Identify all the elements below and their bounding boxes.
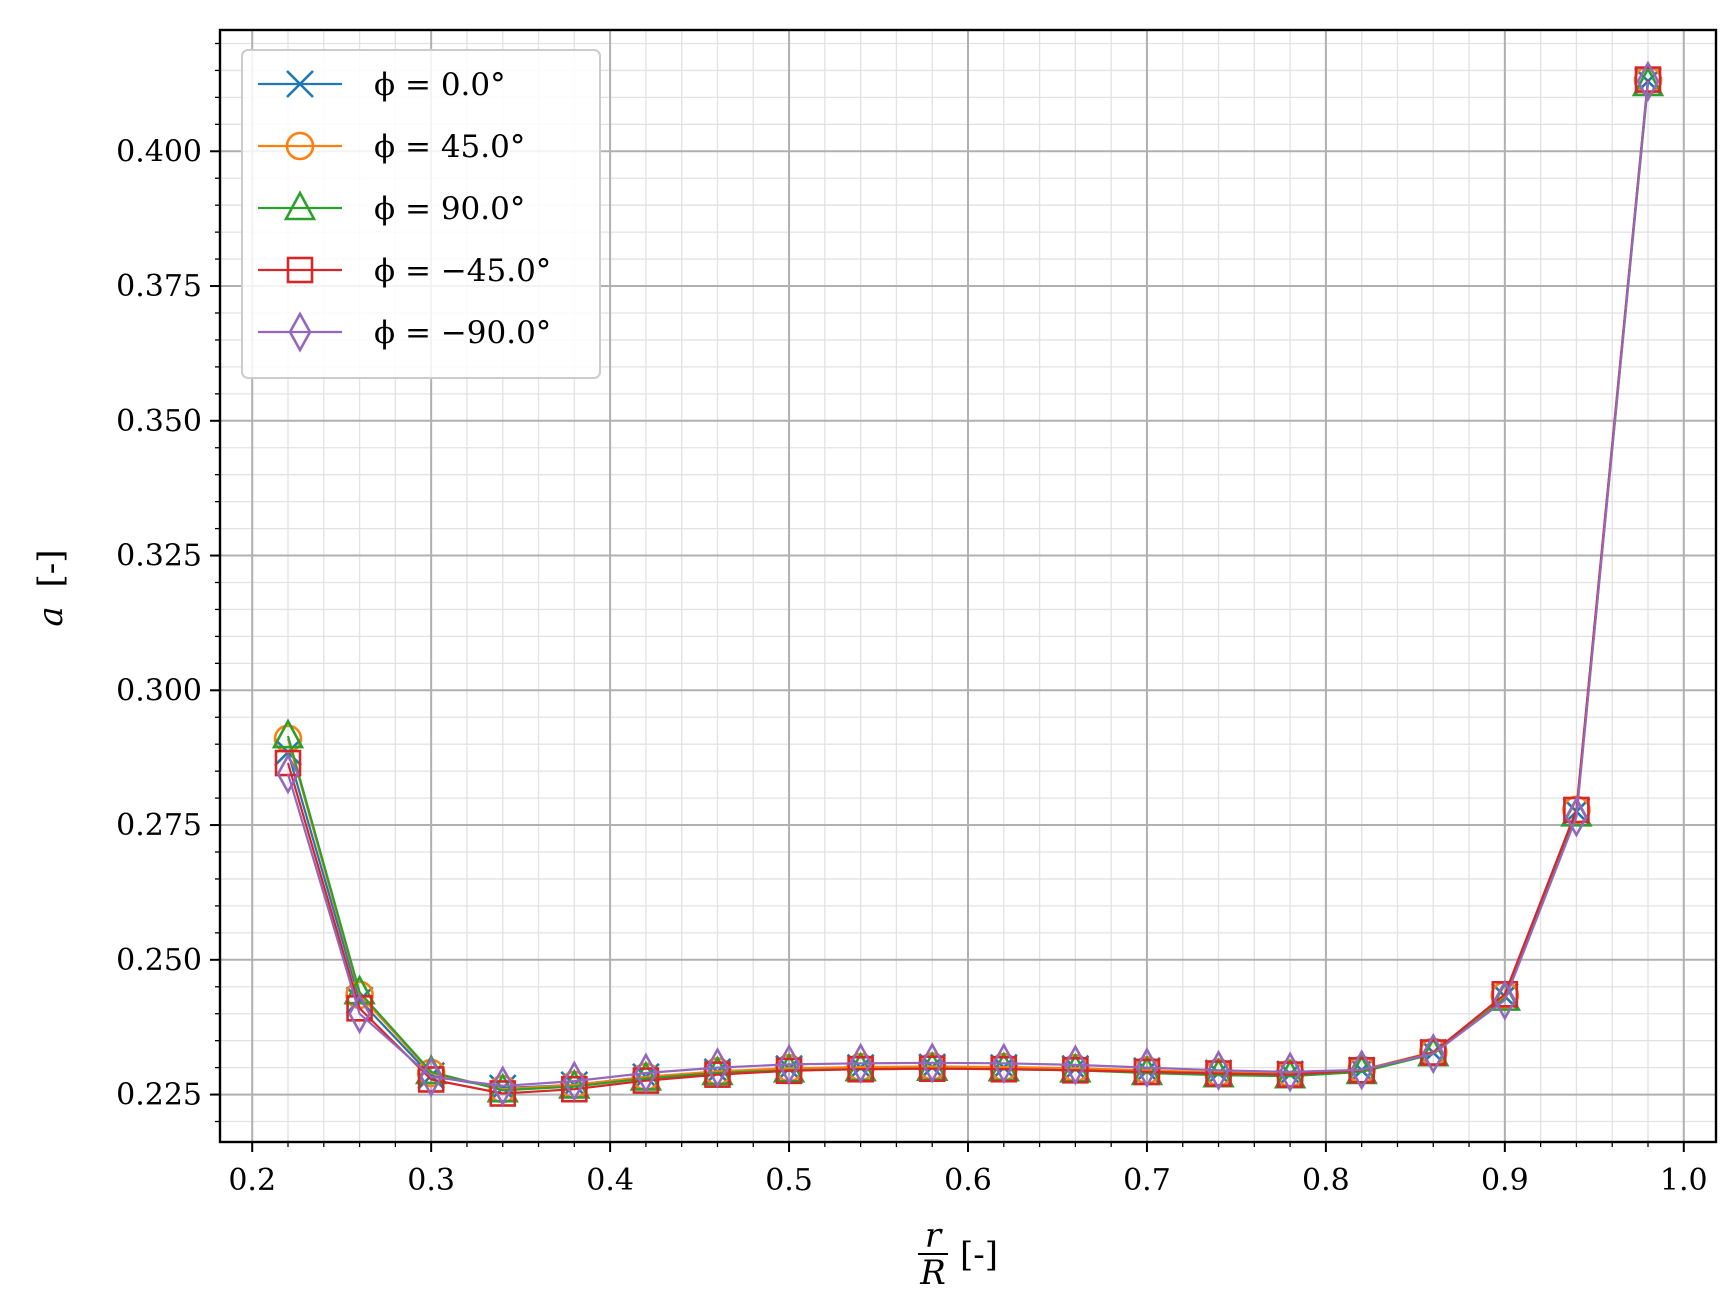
data-point-diamond xyxy=(1135,1046,1159,1089)
series-line xyxy=(286,81,1650,1088)
legend-label: ϕ = −90.0° xyxy=(374,315,551,351)
data-point-diamond xyxy=(705,1046,729,1089)
y-axis-label-unit: [-] xyxy=(31,549,71,587)
data-point-diamond xyxy=(491,1065,515,1107)
data-point-diamond xyxy=(849,1042,873,1084)
data-point-triangle xyxy=(271,718,305,749)
data-point-diamond xyxy=(1278,1051,1302,1093)
data-point-square xyxy=(1205,1060,1232,1087)
legend-marker-triangle xyxy=(283,190,317,221)
x-tick-label: 0.2 xyxy=(228,1163,276,1198)
x-tick-label: 0.4 xyxy=(586,1163,634,1198)
legend-entry-0: ϕ = 0.0° xyxy=(258,67,506,103)
data-point-diamond xyxy=(1421,1032,1445,1075)
legend-label: ϕ = −45.0° xyxy=(374,253,551,289)
legend-entry-2: ϕ = 90.0° xyxy=(258,190,525,227)
tick-marks-and-labels: 0.2 0.3 0.4 0.5 0.6 0.7 0.8 0.9 1.0 0.225 0.250 0.2… xyxy=(116,42,1708,1198)
legend-box xyxy=(241,49,601,379)
x-axis-label-denominator: R xyxy=(919,1253,946,1293)
y-axis-label-variable: a xyxy=(31,606,71,626)
y-axis-label: a [-] xyxy=(31,549,71,626)
data-point-diamond xyxy=(419,1056,443,1098)
x-tick-label: 0.7 xyxy=(1123,1163,1171,1198)
x-tick-label: 1.0 xyxy=(1660,1163,1708,1198)
x-tick-label: 0.5 xyxy=(765,1163,813,1198)
x-axis-label: r R [-] xyxy=(918,1216,998,1293)
x-tick-label: 0.3 xyxy=(407,1163,455,1198)
x-tick-label: 0.9 xyxy=(1481,1163,1529,1198)
legend: ϕ = 0.0° ϕ = 45.0° ϕ = 90.0° ϕ = −45.0° ϕ = … xyxy=(241,49,601,379)
data-point-diamond xyxy=(634,1052,658,1094)
data-point-diamond xyxy=(1207,1049,1231,1091)
data-point-diamond xyxy=(992,1042,1016,1084)
data-point-diamond xyxy=(777,1043,801,1086)
data-point-diamond xyxy=(348,993,372,1035)
series-layer xyxy=(271,60,1665,1107)
legend-label: ϕ = 45.0° xyxy=(374,129,525,165)
y-tick-label: 0.350 xyxy=(116,404,202,439)
series-4 xyxy=(276,60,1660,1107)
y-tick-label: 0.225 xyxy=(116,1078,202,1113)
y-tick-label: 0.400 xyxy=(116,134,202,169)
data-point-diamond xyxy=(1564,796,1588,838)
x-axis-label-unit: [-] xyxy=(960,1235,998,1275)
y-tick-label: 0.325 xyxy=(116,539,202,574)
legend-entry-3: ϕ = −45.0° xyxy=(258,253,551,289)
legend-label: ϕ = 90.0° xyxy=(374,191,525,227)
x-tick-label: 0.6 xyxy=(944,1163,992,1198)
data-point-square xyxy=(417,1066,445,1093)
legend-marker-diamond xyxy=(288,311,312,353)
legend-marker-square xyxy=(286,256,314,284)
legend-marker-x xyxy=(286,70,314,98)
data-point-diamond xyxy=(276,753,300,795)
data-point-triangle xyxy=(1631,66,1665,97)
data-point-diamond xyxy=(1636,60,1660,102)
data-point-diamond xyxy=(920,1042,944,1084)
legend-marker-circle xyxy=(285,131,315,161)
data-point-triangle xyxy=(486,1072,519,1103)
legend-entry-4: ϕ = −90.0° xyxy=(258,311,551,353)
data-point-diamond xyxy=(1350,1049,1374,1091)
legend-entry-1: ϕ = 45.0° xyxy=(258,129,525,165)
y-tick-label: 0.275 xyxy=(116,808,202,843)
x-axis-label-numerator: r xyxy=(925,1216,943,1256)
x-tick-label: 0.8 xyxy=(1302,1163,1350,1198)
data-point-diamond xyxy=(1063,1044,1087,1086)
y-tick-label: 0.375 xyxy=(116,269,202,304)
data-point-diamond xyxy=(562,1060,586,1102)
legend-label: ϕ = 0.0° xyxy=(374,67,506,103)
data-point-diamond xyxy=(1493,979,1517,1021)
svg-text:a [-]: a [-] xyxy=(31,549,71,626)
y-tick-label: 0.250 xyxy=(116,943,202,978)
data-point-square xyxy=(1276,1061,1304,1088)
y-tick-label: 0.300 xyxy=(116,673,202,708)
data-point-square xyxy=(1419,1039,1447,1066)
